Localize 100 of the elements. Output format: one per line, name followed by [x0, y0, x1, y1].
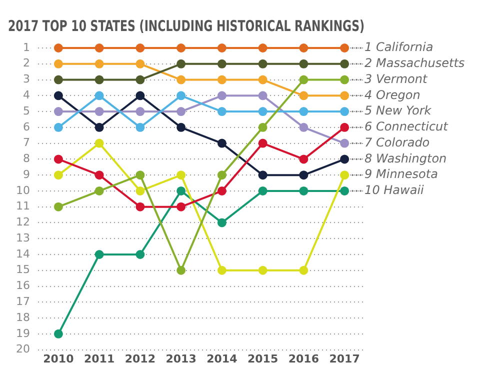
point [217, 266, 226, 275]
point [94, 138, 104, 148]
point [94, 186, 104, 196]
point [176, 59, 186, 68]
point [94, 59, 104, 68]
y-tick-label: 2 [22, 56, 30, 70]
point [176, 202, 186, 212]
point [258, 91, 268, 100]
point [217, 170, 226, 180]
point [136, 250, 145, 259]
y-tick-label: 20 [16, 342, 30, 356]
point [217, 75, 226, 84]
y-tick-label: 9 [22, 168, 30, 181]
point [94, 75, 104, 84]
series-label: 8 Washington [364, 151, 447, 166]
series-label: 4 Oregon [364, 88, 420, 102]
point [54, 202, 63, 212]
point [54, 122, 63, 132]
point [136, 122, 145, 132]
point [176, 186, 186, 196]
point [136, 202, 145, 212]
point [299, 170, 308, 180]
point [258, 122, 268, 132]
point [54, 75, 63, 84]
point [340, 59, 350, 68]
point [258, 75, 268, 84]
point [299, 107, 308, 116]
point [299, 75, 308, 84]
point [176, 107, 186, 116]
x-tick-label: 2016 [288, 352, 320, 366]
y-tick-label: 10 [16, 184, 30, 197]
point [136, 186, 145, 196]
y-tick-label: 3 [22, 72, 30, 86]
y-tick-label: 1 [22, 40, 30, 54]
series-label: 1 California [364, 40, 434, 54]
point [94, 122, 104, 132]
point [176, 170, 186, 180]
point [54, 154, 63, 164]
point [258, 107, 268, 116]
point [299, 59, 308, 68]
series-label: 10 Hawaii [364, 183, 425, 198]
x-tick-label: 2010 [43, 352, 74, 366]
point [340, 107, 350, 116]
series-label: 3 Vermont [364, 72, 428, 86]
point [217, 186, 226, 196]
point [54, 59, 63, 68]
series-label: 6 Connecticut [364, 120, 450, 134]
point [340, 154, 350, 164]
point [136, 44, 145, 52]
x-tick-label: 2011 [84, 352, 115, 366]
point [340, 91, 350, 100]
point [258, 44, 268, 52]
point [54, 107, 63, 116]
point [176, 122, 186, 132]
point [258, 186, 268, 196]
point [176, 44, 186, 52]
y-tick-label: 19 [16, 326, 30, 340]
point [340, 122, 350, 132]
x-tick-label: 2014 [206, 352, 238, 366]
x-tick-label: 2017 [329, 352, 360, 366]
point [136, 107, 145, 116]
point [258, 138, 268, 148]
point [340, 75, 350, 84]
point [299, 266, 308, 275]
point [258, 266, 268, 275]
point [217, 91, 226, 100]
y-tick-label: 6 [22, 120, 30, 134]
point [217, 44, 226, 52]
point [258, 170, 268, 180]
point [340, 170, 350, 180]
point [176, 75, 186, 84]
series-label: 2 Massachusetts [364, 56, 465, 70]
point [340, 44, 350, 52]
point [299, 122, 308, 132]
point [54, 170, 63, 180]
point [94, 170, 104, 180]
series-label: 7 Colorado [364, 135, 430, 150]
chart-title: 2017 TOP 10 STATES (INCLUDING HISTORICAL RANKINGS) [8, 18, 365, 36]
point [94, 107, 104, 116]
point [258, 59, 268, 68]
point [340, 138, 350, 148]
x-tick-label: 2012 [124, 352, 156, 366]
point [94, 91, 104, 100]
point [299, 44, 308, 52]
x-tick-label: 2015 [248, 352, 278, 366]
point [54, 91, 63, 100]
point [94, 250, 104, 259]
point [176, 266, 186, 275]
series-label: 9 Minnesota [364, 167, 438, 182]
point [299, 186, 308, 196]
point [217, 59, 226, 68]
point [217, 218, 226, 228]
y-tick-label: 5 [22, 104, 30, 118]
point [94, 44, 104, 52]
y-tick-label: 18 [16, 310, 30, 324]
y-tick-label: 8 [22, 152, 30, 166]
x-tick-label: 2013 [166, 352, 196, 366]
y-tick-label: 4 [22, 88, 30, 102]
y-tick-label: 11 [16, 200, 30, 213]
point [340, 186, 350, 196]
